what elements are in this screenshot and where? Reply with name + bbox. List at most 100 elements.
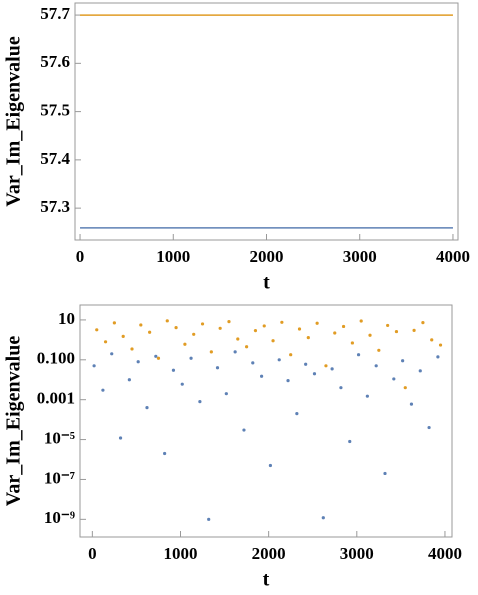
data-point [224,392,228,396]
data-point [392,377,396,381]
y-tick-label: 10⁻⁵ [44,428,75,447]
data-point [268,463,273,468]
data-point [200,322,205,326]
data-point [401,359,405,363]
data-point [209,350,213,354]
data-point [136,360,140,364]
data-point [215,366,220,370]
y-tick-label: 57.7 [40,4,70,23]
data-point [251,361,255,365]
data-point [148,330,152,334]
data-point [348,439,352,444]
data-point [377,348,381,352]
data-point [365,394,369,398]
data-point [330,367,334,371]
plot-frame [74,2,459,241]
data-point [297,327,302,331]
data-point [321,516,325,520]
data-point [368,333,372,337]
data-point [333,331,337,335]
data-point [183,342,187,346]
data-point [127,378,131,382]
x-tick-label: 4000 [436,247,470,266]
data-point [174,326,178,330]
x-tick-label: 0 [88,544,97,563]
data-point [430,338,434,342]
data-point [374,364,378,368]
plot-frame [79,304,453,538]
data-point [253,329,258,333]
x-tick-label: 1000 [163,544,197,563]
data-point [236,337,240,341]
data-point [386,323,390,328]
x-axis-label: t [263,569,270,591]
data-point [130,347,134,351]
y-tick-label: 10⁻⁷ [44,468,75,487]
x-tick-label: 0 [76,247,85,266]
y-tick-label: 57.4 [40,149,70,168]
y-axis-label: Var_Im_Eigenvalue [3,336,25,507]
y-tick-label: 10⁻⁹ [44,508,75,527]
y-axis-label: Var_Im_Eigenvalue [3,36,25,207]
data-point [315,321,319,325]
data-point [171,368,176,372]
data-point [359,319,363,323]
x-tick-label: 2000 [252,544,286,563]
data-point [277,358,281,362]
data-point [262,324,266,328]
data-point [180,382,184,386]
data-point [295,412,299,416]
data-point [394,329,399,334]
data-point [245,345,249,349]
data-point [312,372,317,376]
data-point [112,321,116,325]
data-point [165,319,169,323]
data-point [436,355,440,359]
y-tick-label: 57.3 [40,197,70,216]
data-point [227,320,231,324]
data-point [324,364,328,368]
x-tick-label: 3000 [343,247,377,266]
data-point [189,356,193,360]
data-point [218,326,222,330]
data-point [121,334,125,338]
data-point [110,352,114,356]
x-tick-label: 2000 [250,247,284,266]
data-point [421,321,425,325]
data-point [409,402,414,406]
data-point [242,428,246,432]
data-point [289,353,293,357]
data-point [341,324,346,329]
data-point [154,354,158,358]
data-point [103,340,108,344]
x-tick-label: 4000 [428,544,462,563]
data-point [438,343,443,347]
data-point [350,341,354,345]
data-point [163,451,167,456]
data-point [192,332,196,336]
y-tick-label: 57.6 [40,52,70,71]
y-tick-label: 0.100 [37,349,75,368]
data-point [306,335,310,340]
data-point [156,356,161,360]
data-point [356,353,361,357]
data-point [207,517,211,521]
data-point [198,400,202,404]
data-point [286,379,290,383]
data-point [271,339,275,343]
data-point [403,386,407,390]
data-point [383,471,387,476]
data-point [95,328,99,332]
data-point [92,364,96,368]
x-axis-label: t [263,272,270,294]
y-tick-label: 57.5 [40,101,70,120]
data-point [259,374,264,378]
data-point [304,362,308,366]
data-point [233,350,237,354]
data-point [418,369,422,373]
data-point [412,328,416,332]
y-tick-label: 0.001 [37,389,75,408]
y-tick-label: 10 [58,309,75,328]
